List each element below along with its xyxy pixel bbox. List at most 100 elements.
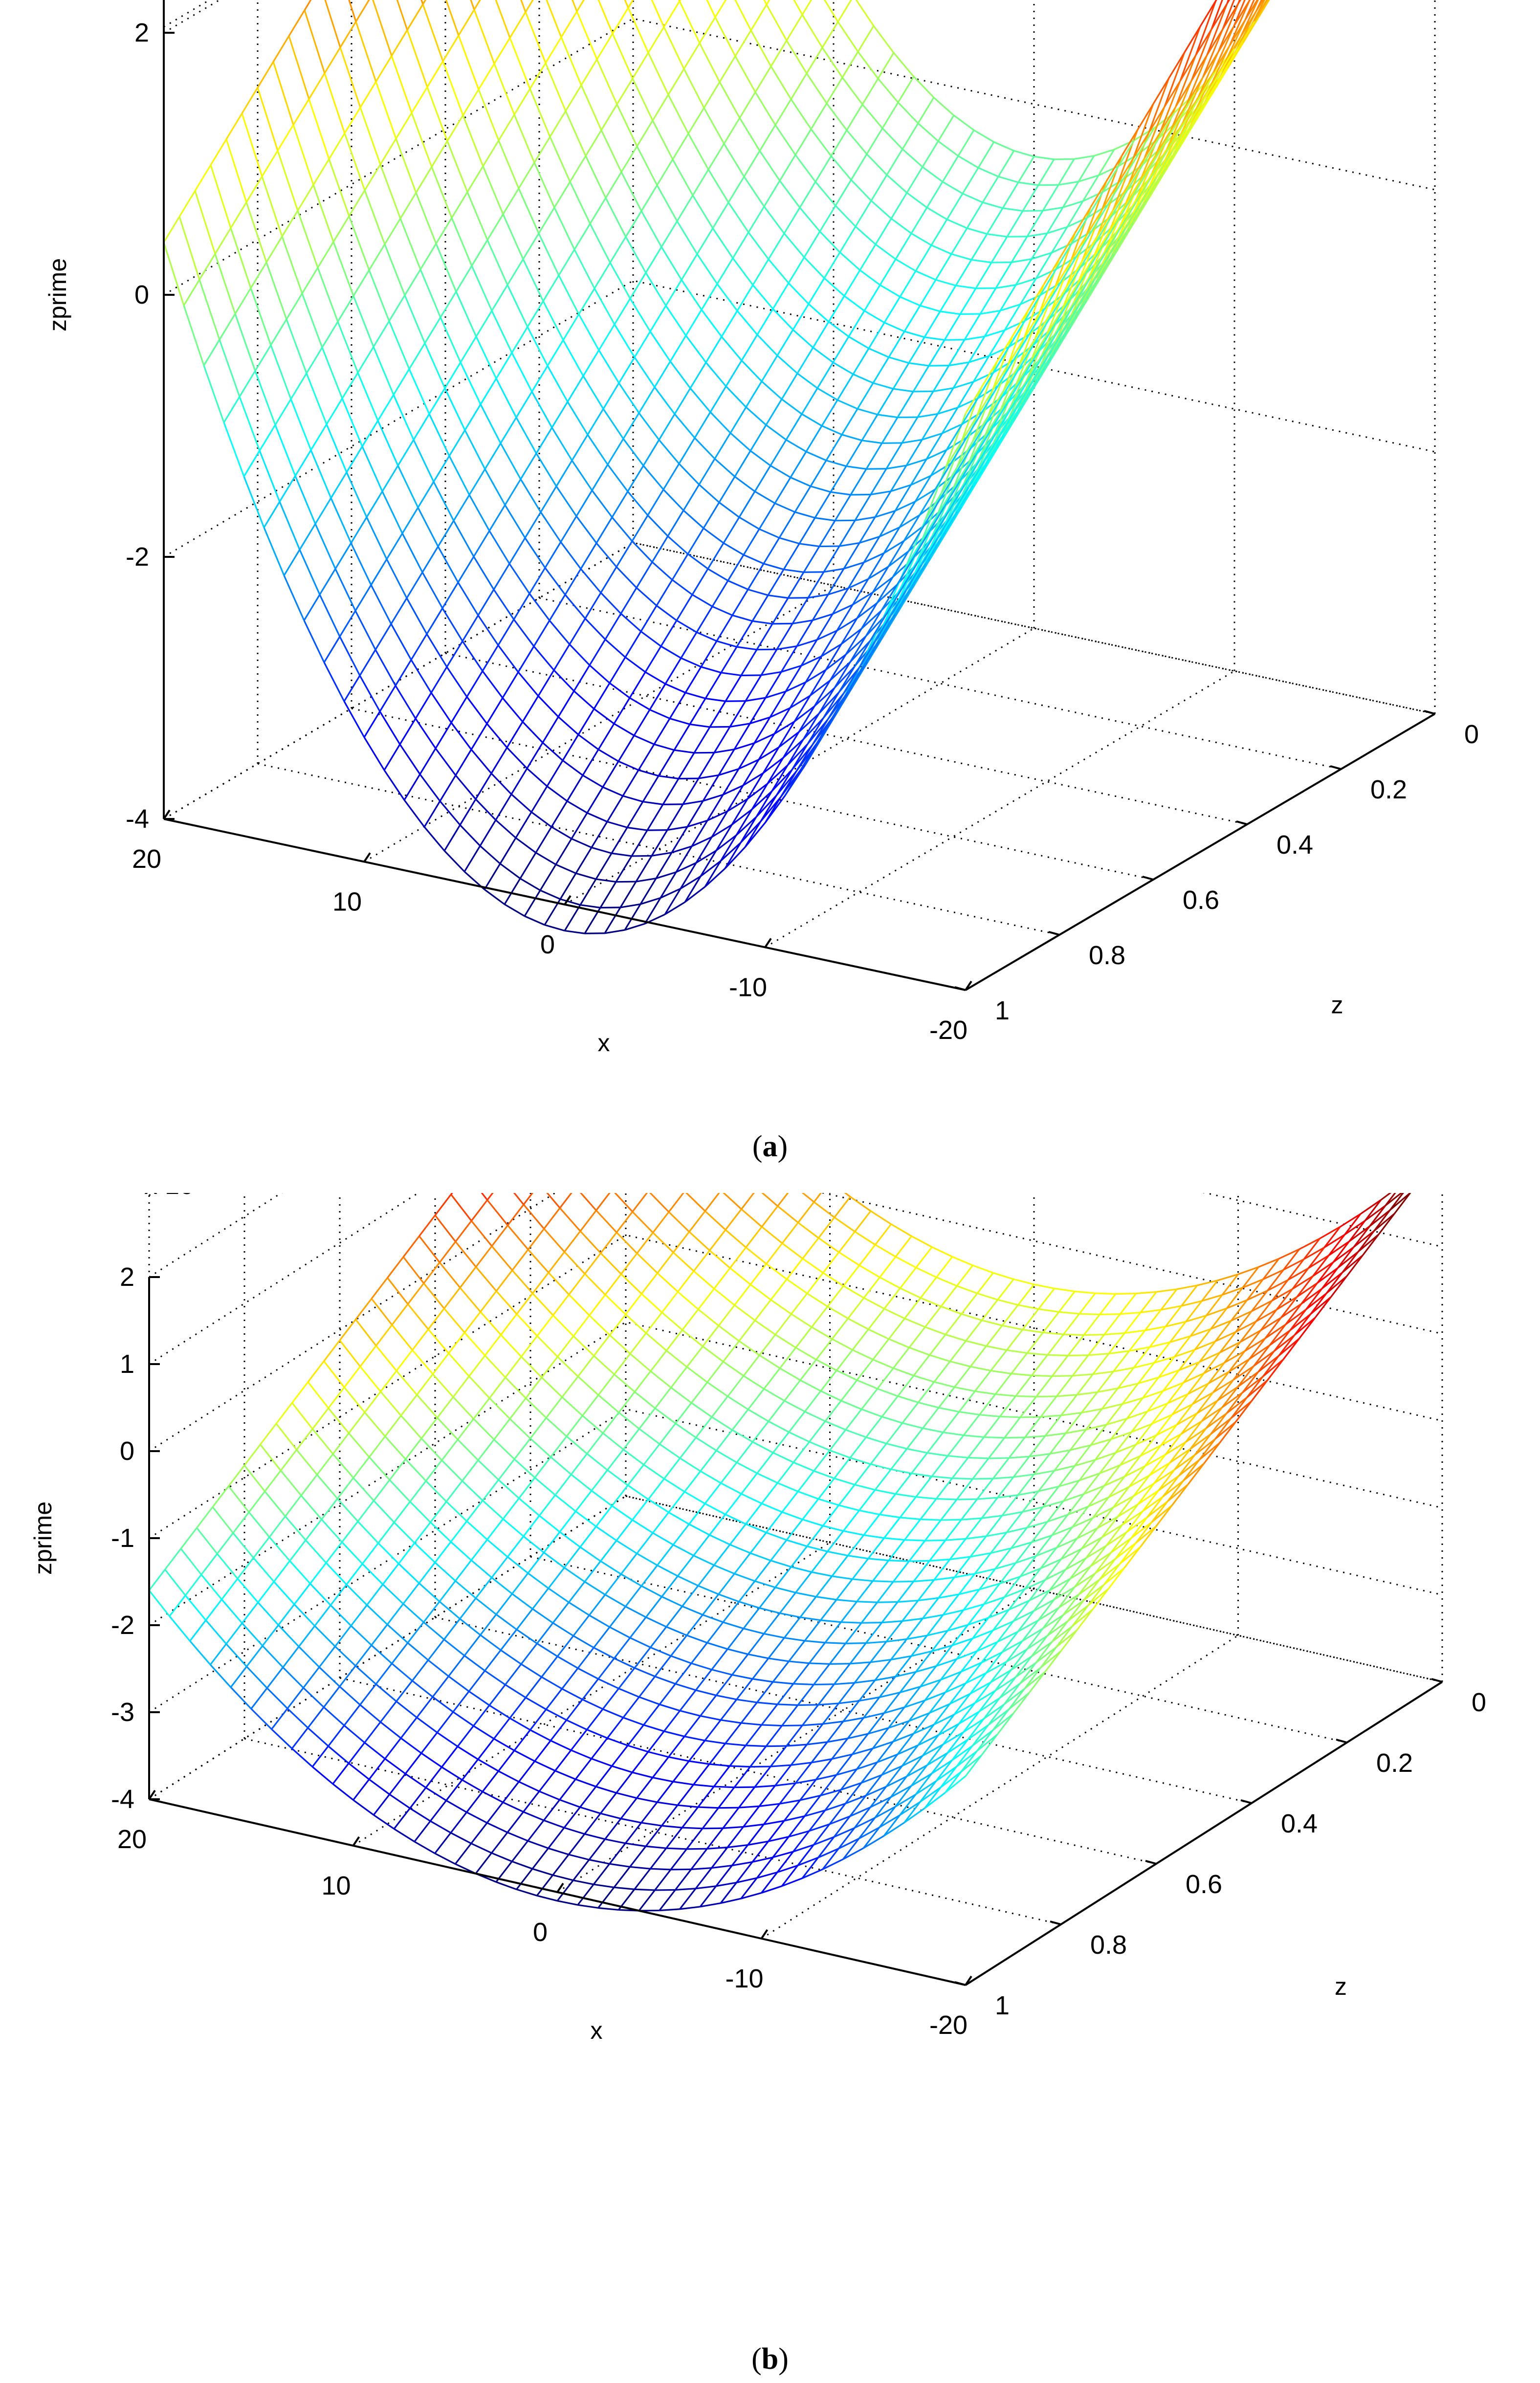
mesh-line-x <box>875 1676 896 1681</box>
mesh-line-x <box>811 1571 833 1577</box>
mesh-line-x <box>675 1423 697 1438</box>
mesh-line-z <box>286 1687 304 1709</box>
mesh-line-z <box>1314 1296 1332 1319</box>
mesh-line-z <box>919 279 937 306</box>
mesh-line-x <box>607 1737 628 1746</box>
mesh-line-z <box>961 1293 978 1315</box>
mesh-line-z <box>718 1304 735 1326</box>
mesh-line-x <box>855 516 876 521</box>
mesh-line-z <box>743 1806 760 1828</box>
mesh-line-x <box>774 124 796 155</box>
mesh-line-z <box>715 1865 733 1887</box>
mesh-line-x <box>1069 1566 1091 1580</box>
mesh-line-x <box>582 774 603 788</box>
mesh-line-z <box>574 1758 593 1780</box>
mesh-line-x <box>1033 1599 1055 1612</box>
mesh-line-z <box>968 461 985 488</box>
mesh-line-x <box>752 284 774 309</box>
mesh-line-x <box>763 1388 785 1402</box>
mesh-line-z <box>397 439 415 466</box>
mesh-line-z <box>827 693 844 720</box>
mesh-line-x <box>632 78 654 121</box>
mesh-line-x <box>841 1621 862 1624</box>
mesh-line-z <box>953 1693 971 1715</box>
mesh-line-z <box>826 1721 844 1743</box>
mesh-line-z <box>499 837 517 864</box>
mesh-line-z <box>841 408 858 435</box>
mesh-line-z <box>776 1851 794 1873</box>
mesh-line-z <box>990 423 1007 450</box>
mesh-line-x <box>569 181 591 224</box>
mesh-line-x <box>1027 232 1048 238</box>
mesh-line-z <box>962 167 979 194</box>
mesh-line-x <box>981 1652 1003 1663</box>
mesh-line-z <box>800 743 817 770</box>
mesh-line-x <box>904 1318 925 1328</box>
mesh-line-z <box>770 40 788 67</box>
mesh-line-x <box>260 1444 282 1471</box>
mesh-line-x <box>543 1228 565 1253</box>
mesh-line-z <box>814 680 831 707</box>
mesh-line-z <box>786 1519 803 1541</box>
caption-a: (a) <box>752 1130 788 1163</box>
mesh-line-x <box>589 223 611 263</box>
mesh-line-z <box>434 1194 452 1216</box>
mesh-line-z <box>203 339 220 366</box>
mesh-line-z <box>509 11 527 39</box>
mesh-line-x <box>821 47 843 78</box>
mesh-line-x <box>1101 1524 1123 1538</box>
mesh-line-x <box>1067 1505 1089 1516</box>
mesh-line-z <box>1025 354 1043 382</box>
mesh-line-x <box>559 1207 581 1232</box>
mesh-line-x <box>936 1658 957 1667</box>
mesh-line-z <box>1153 1342 1171 1364</box>
mesh-line-x <box>205 1619 227 1645</box>
mesh-line-x <box>1148 78 1170 133</box>
mesh-line-z <box>885 1620 903 1642</box>
mesh-line-z <box>942 155 959 182</box>
mesh-line-z <box>926 181 944 208</box>
mesh-line-x <box>940 1771 962 1788</box>
mesh-line-z <box>967 1718 985 1740</box>
mesh-line-x <box>837 399 858 410</box>
mesh-line-x <box>1258 1258 1279 1268</box>
mesh-line-z <box>758 1587 776 1609</box>
mesh-line-z <box>597 723 615 750</box>
mesh-line-z <box>613 697 631 724</box>
mesh-line-x <box>1179 26 1201 82</box>
mesh-line-x <box>384 244 406 296</box>
mesh-line-x <box>640 210 662 247</box>
mesh-line-z <box>765 1725 783 1747</box>
mesh-line-z <box>337 295 354 322</box>
mesh-line-x <box>593 1647 615 1659</box>
mesh-line-z <box>1049 1433 1067 1455</box>
mesh-line-z <box>811 1551 828 1573</box>
mesh-line-x <box>1040 1650 1062 1669</box>
mesh-line-z <box>714 432 731 460</box>
mesh-line-z <box>1162 1475 1180 1497</box>
mesh-line-x <box>893 1367 914 1377</box>
mesh-line-z <box>1168 52 1186 79</box>
mesh-line-x <box>455 774 477 800</box>
mesh-line-x <box>682 1329 704 1347</box>
mesh-line-z <box>493 37 511 64</box>
mesh-line-x <box>261 176 283 237</box>
mesh-line-z <box>582 1394 599 1416</box>
mesh-line-z <box>1155 151 1173 178</box>
mesh-line-z <box>1084 248 1101 276</box>
mesh-line-z <box>268 1516 286 1538</box>
mesh-line-z <box>243 1444 261 1466</box>
mesh-line-z <box>629 272 647 299</box>
zprime-tick-label: -4 <box>126 804 149 834</box>
mesh-line-z <box>1162 1369 1180 1391</box>
mesh-line-x <box>818 1498 839 1506</box>
mesh-line-z <box>1348 1220 1366 1242</box>
mesh-line-x <box>1212 1379 1234 1393</box>
mesh-line-z <box>1108 206 1125 233</box>
mesh-line-x <box>475 1266 497 1292</box>
mesh-line-z <box>1226 1392 1243 1414</box>
mesh-line-z <box>448 1655 465 1677</box>
mesh-line-x <box>362 1563 384 1585</box>
mesh-line-x <box>947 1739 968 1754</box>
mesh-line-x <box>964 335 985 341</box>
